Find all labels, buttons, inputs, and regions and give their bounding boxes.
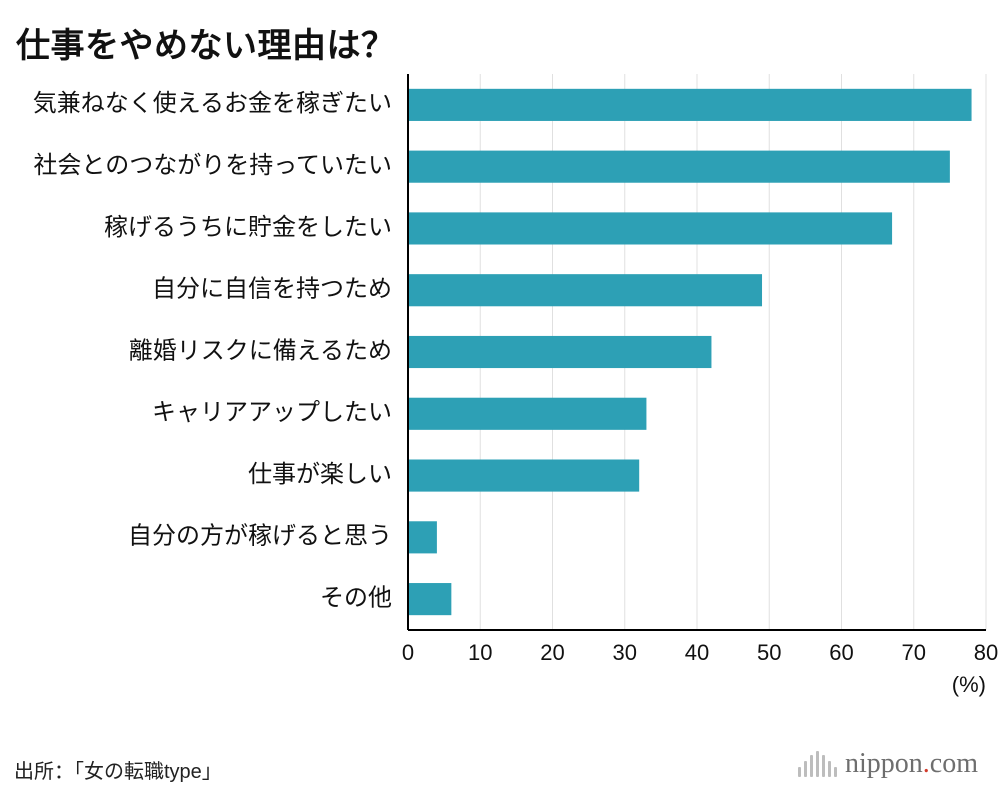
chart-plot: 気兼ねなく使えるお金を稼ぎたい社会とのつながりを持っていたい稼げるうちに貯金をし… [0, 70, 1000, 710]
chart-title: 仕事をやめない理由は？ [16, 18, 396, 67]
x-tick-label: 70 [902, 640, 926, 665]
category-label: 気兼ねなく使えるお金を稼ぎたい [33, 90, 392, 117]
x-tick-label: 30 [613, 640, 637, 665]
category-label: その他 [320, 584, 392, 611]
brand-text: nippon.com [845, 748, 978, 780]
bar [408, 212, 892, 244]
bar [408, 459, 639, 491]
x-tick-label: 60 [829, 640, 853, 665]
x-tick-label: 20 [540, 640, 564, 665]
category-label: 稼げるうちに貯金をしたい [104, 214, 392, 241]
bar [408, 336, 711, 368]
bar [408, 89, 972, 121]
x-tick-label: 50 [757, 640, 781, 665]
category-label: 離婚リスクに備えるため [129, 337, 392, 364]
category-label: 自分に自信を持つため [152, 276, 392, 303]
brand-logo: nippon.com [798, 748, 978, 780]
x-tick-label: 80 [974, 640, 998, 665]
x-axis-unit: (%) [952, 672, 986, 697]
x-tick-label: 40 [685, 640, 709, 665]
source-text: 出所：「女の転職type」 [14, 755, 222, 784]
bar [408, 151, 950, 183]
bar [408, 583, 451, 615]
bar [408, 274, 762, 306]
category-label: 社会とのつながりを持っていたい [33, 152, 392, 179]
bar [408, 398, 646, 430]
x-tick-label: 10 [468, 640, 492, 665]
category-label: 自分の方が稼げると思う [128, 523, 392, 550]
x-tick-label: 0 [402, 640, 414, 665]
bar [408, 521, 437, 553]
page: 仕事をやめない理由は？ 気兼ねなく使えるお金を稼ぎたい社会とのつながりを持ってい… [0, 0, 1000, 796]
category-label: 仕事が楽しい [248, 461, 392, 488]
category-label: キャリアアップしたい [152, 399, 392, 426]
logo-bars-icon [798, 751, 837, 777]
